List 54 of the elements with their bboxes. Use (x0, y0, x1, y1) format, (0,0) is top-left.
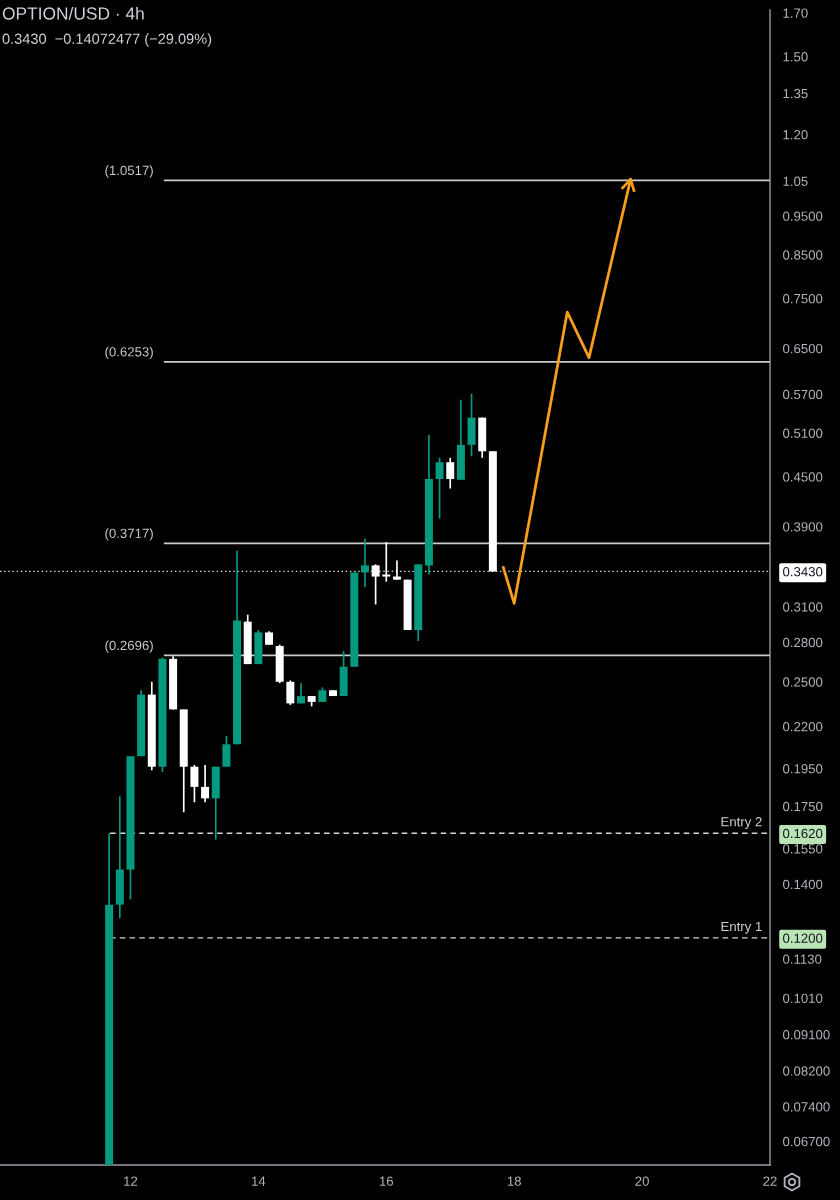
chart-title: OPTION/USD · 4h (2, 6, 144, 20)
candlestick (222, 735, 231, 768)
x-tick-label: 22 (763, 1176, 777, 1186)
candlestick (286, 679, 295, 706)
y-tick-label: 0.3100 (783, 602, 823, 612)
y-tick-label: 0.9500 (783, 211, 823, 221)
y-tick-label: 0.1550 (783, 844, 823, 854)
y-tick-label: 0.7500 (783, 293, 823, 304)
ref-line-label: (0.3717) (105, 528, 153, 541)
candlestick (201, 764, 210, 804)
y-tick-label: 0.2500 (783, 677, 823, 687)
x-tick-label: 16 (379, 1176, 394, 1186)
y-tick-label: 0.1950 (783, 764, 823, 774)
candlestick (446, 456, 455, 490)
x-tick-label: 12 (124, 1176, 138, 1186)
y-tick-label: 0.3430 (783, 567, 823, 577)
text: 0.3430 −0.14072477 (−29.09%) (2, 33, 212, 47)
y-tick-label: 0.06700 (783, 1136, 830, 1147)
y-tick-label: 0.4500 (783, 472, 823, 482)
ref-line-label: Entry 2 (721, 817, 762, 830)
ref-line-label: (0.6253) (105, 346, 153, 360)
candlestick (371, 563, 380, 606)
ref-line-label: Entry 1 (721, 921, 762, 934)
candlestick (190, 764, 199, 804)
y-tick-label: 0.1200 (783, 933, 823, 943)
ref-line-label: (1.0517) (105, 165, 153, 178)
y-tick-label: 1.05 (783, 176, 808, 186)
y-tick-label: 0.1400 (783, 879, 823, 890)
y-tick-label: 1.50 (783, 52, 808, 62)
candlestick (360, 537, 369, 588)
ref-line-label: (0.2696) (105, 640, 153, 653)
y-tick-label: 0.3900 (783, 522, 823, 532)
y-tick-label: 0.08200 (783, 1066, 830, 1076)
y-tick-label: 0.5100 (783, 428, 823, 438)
y-tick-label: 1.20 (783, 129, 808, 140)
y-tick-label: 0.5700 (783, 389, 823, 400)
y-tick-label: 0.07400 (783, 1102, 830, 1112)
y-tick-label: 1.70 (783, 8, 808, 18)
x-tick-label: 14 (252, 1176, 266, 1186)
x-tick-label: 20 (635, 1176, 649, 1186)
y-tick-label: 0.8500 (783, 250, 823, 260)
y-tick-label: 0.09100 (783, 1030, 830, 1040)
x-tick-label: 18 (507, 1176, 521, 1186)
y-tick-label: 0.1620 (783, 828, 823, 839)
y-tick-label: 0.1750 (783, 801, 823, 812)
candlestick (382, 541, 391, 583)
y-tick-label: 0.1130 (783, 954, 822, 964)
y-tick-label: 0.2800 (783, 637, 823, 648)
y-tick-label: 1.35 (783, 88, 808, 99)
y-tick-label: 0.1010 (783, 993, 823, 1003)
y-tick-label: 0.2200 (783, 721, 823, 732)
candlestick (392, 559, 401, 581)
candlestick (435, 456, 444, 520)
y-tick-label: 0.6500 (783, 343, 823, 354)
